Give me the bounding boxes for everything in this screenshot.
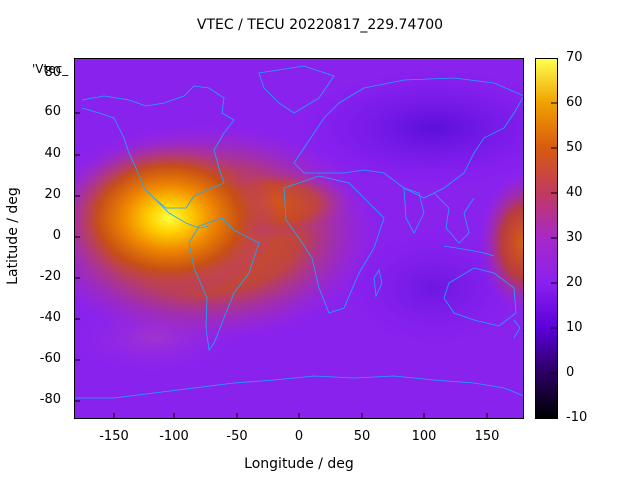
x-tick-label: -150 [99, 429, 129, 444]
north-america-coast [81, 85, 235, 209]
colorbar-tick-label: 10 [566, 320, 583, 335]
y-tick-label: -60 [39, 351, 61, 366]
colorbar-tick-marks [551, 102, 558, 374]
indian-ocean-low-region [344, 228, 524, 348]
x-axis-label: Longitude / deg [244, 456, 354, 472]
madagascar-coast [373, 268, 383, 298]
africa-coast [283, 175, 385, 314]
y-tick-label: 80 [44, 65, 61, 80]
australia-coast [443, 267, 517, 327]
south-america-coast [188, 217, 260, 352]
x-tick-label: 0 [294, 429, 304, 444]
colorbar-tick-label: 40 [566, 185, 583, 200]
y-tick-label: 20 [44, 187, 61, 202]
colorbar [535, 58, 558, 419]
axis-tick-marks [74, 112, 488, 419]
chart-title: VTEC / TECU 20220817_229.74700 [196, 17, 444, 33]
greenland-coast [258, 65, 335, 114]
y-tick-label: 0 [52, 228, 61, 243]
x-tick-label: 150 [474, 429, 500, 444]
y-tick-label: -40 [39, 310, 61, 325]
x-tick-label: -50 [226, 429, 248, 444]
enhancement-peak [74, 138, 279, 298]
vtec-map [74, 58, 524, 419]
colorbar-tick-label: 60 [566, 95, 583, 110]
colorbar-tick-label: 20 [566, 275, 583, 290]
x-tick-label: -100 [159, 429, 189, 444]
europe-asia-coast [293, 77, 524, 199]
central-america-coast [153, 197, 210, 229]
colorbar-tick-label: 50 [566, 140, 583, 155]
y-tick-label: 60 [44, 104, 61, 119]
y-tick-label: -20 [39, 269, 61, 284]
colorbar-tick-label: 0 [566, 365, 575, 380]
india-coast [403, 187, 425, 234]
colorbar-tick-label: 70 [566, 50, 583, 65]
asian-low-region [294, 68, 524, 188]
colorbar-tick-label: 30 [566, 230, 583, 245]
legend-key-label: 'Vtec_ [32, 62, 69, 76]
antarctica-coast [74, 375, 524, 399]
y-tick-label: 40 [44, 146, 61, 161]
coastlines [74, 65, 524, 399]
southeast-asia-coast [433, 192, 475, 244]
new-zealand-coast [513, 319, 521, 339]
pacific-edge-enhancement [479, 173, 524, 313]
y-tick-label: -80 [39, 392, 61, 407]
x-tick-label: 50 [353, 429, 371, 444]
y-axis-label: Latitude / deg [5, 187, 21, 285]
colorbar-tick-label: -10 [566, 410, 588, 425]
indonesia-coast [443, 245, 495, 257]
x-tick-label: 100 [411, 429, 437, 444]
